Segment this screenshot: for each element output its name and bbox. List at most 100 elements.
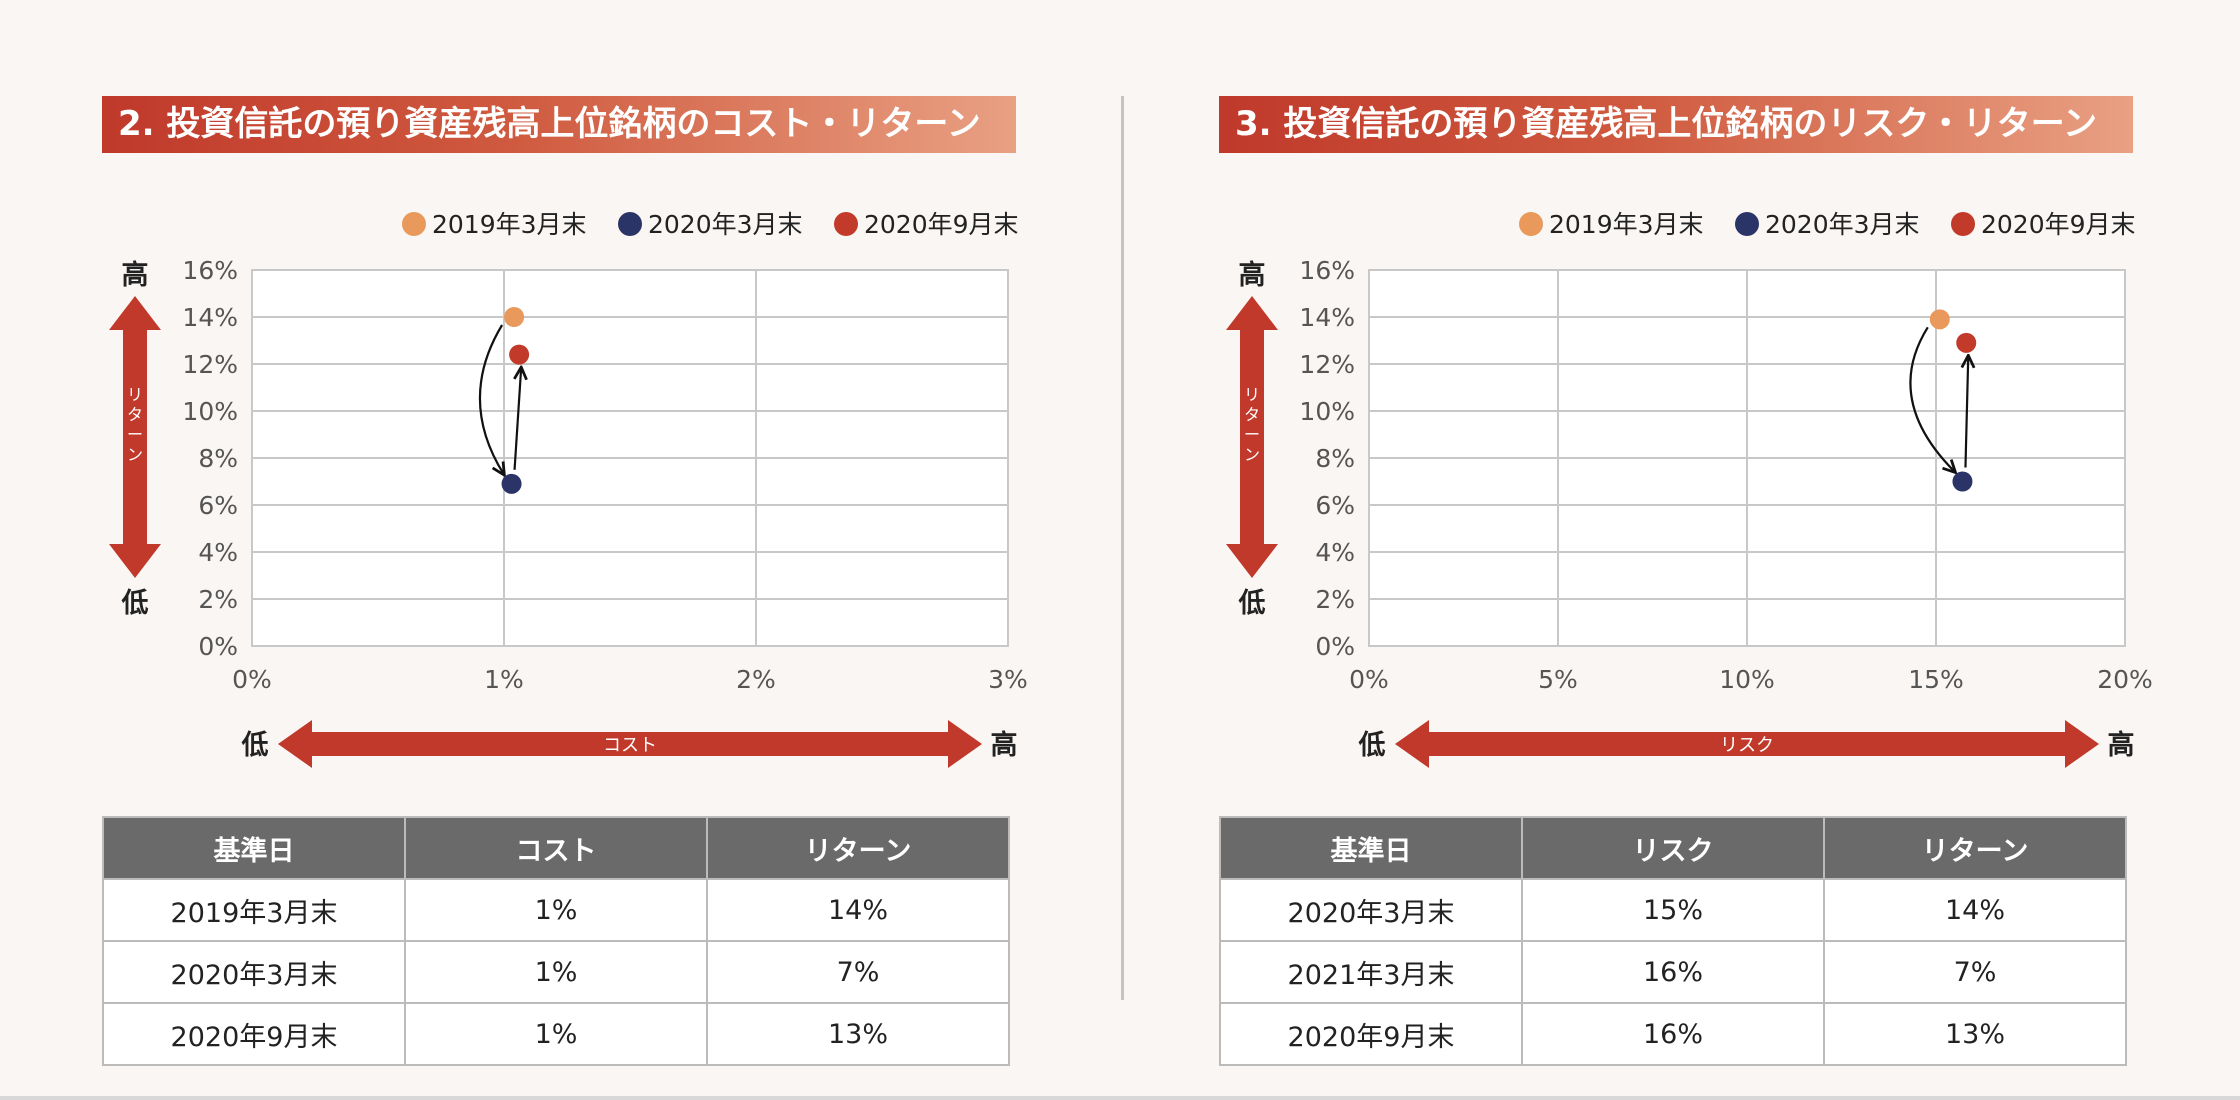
x-axis-high-label: 高	[2108, 729, 2135, 761]
legend-label: 2019年3月末	[432, 210, 587, 239]
table-cell: 7%	[1823, 940, 2127, 1004]
trend-arrow	[515, 369, 522, 470]
table-header-cell: 基準日	[1219, 816, 1523, 880]
trend-arrow	[478, 324, 504, 474]
table-cell: 2020年9月末	[102, 1002, 406, 1066]
legend-marker	[618, 212, 642, 236]
y-axis-low-label: 低	[121, 588, 149, 619]
x-axis-high-label: 高	[991, 729, 1018, 761]
table-row: 2021年3月末 16% 7%	[1219, 940, 2127, 1004]
legend-marker	[1519, 212, 1543, 236]
x-axis-arrow	[1395, 720, 2099, 768]
data-point	[1956, 332, 1977, 353]
y-tick-label: 12%	[1299, 350, 1355, 379]
risk-return-table: 基準日 リスク リターン 2020年3月末 15% 14% 2021年3月末 1…	[1219, 816, 2127, 1066]
table-cell: 1%	[404, 1002, 708, 1066]
table-header-row: 基準日 リスク リターン	[1219, 816, 2127, 880]
legend-marker	[834, 212, 858, 236]
data-point	[1952, 471, 1973, 492]
table-header-cell: リスク	[1521, 816, 1825, 880]
legend-label: 2020年9月末	[864, 210, 1019, 239]
x-tick-label: 0%	[232, 665, 272, 694]
cost-return-chart: 0% 2% 4% 6% 8% 10% 12% 14% 16% 0% 1% 2% 3% 2019年3月末 20…	[109, 210, 1028, 768]
x-tick-label: 20%	[2097, 665, 2153, 694]
y-tick-label: 14%	[1299, 303, 1355, 332]
table-cell: 2020年3月末	[102, 940, 406, 1004]
x-tick-label: 5%	[1538, 665, 1578, 694]
table-cell: 1%	[404, 878, 708, 942]
y-tick-label: 16%	[182, 256, 238, 285]
legend-label: 2019年3月末	[1549, 210, 1704, 239]
table-cell: 15%	[1521, 878, 1825, 942]
table-cell: 2021年3月末	[1219, 940, 1523, 1004]
section-title: 3. 投資信託の預り資産残高上位銘柄のリスク・リターン	[1219, 96, 2133, 153]
data-point	[509, 344, 530, 365]
bottom-rule	[0, 1096, 2240, 1100]
risk-return-chart: 0% 2% 4% 6% 8% 10% 12% 14% 16% 0% 5% 10% 15% 20% 2019年…	[1226, 210, 2153, 768]
x-tick-label: 0%	[1349, 665, 1389, 694]
return-axis-label-char: タ	[1244, 405, 1260, 424]
table-cell: 7%	[706, 940, 1010, 1004]
return-axis-label-char: ー	[127, 425, 143, 444]
data-point	[1929, 309, 1950, 330]
panel-divider	[1121, 96, 1124, 1000]
table-header-cell: コスト	[404, 816, 708, 880]
x-axis-arrow-label: コスト	[603, 735, 657, 756]
x-tick-label: 3%	[988, 665, 1028, 694]
x-axis-arrow	[278, 720, 982, 768]
y-tick-label: 8%	[1315, 444, 1355, 473]
table-cell: 14%	[1823, 878, 2127, 942]
x-tick-label: 15%	[1908, 665, 1964, 694]
table-header-cell: リターン	[1823, 816, 2127, 880]
return-axis-label-char: タ	[127, 405, 143, 424]
legend-label: 2020年9月末	[1981, 210, 2136, 239]
table-row: 2019年3月末 1% 14%	[102, 878, 1010, 942]
legend-label: 2020年3月末	[648, 210, 803, 239]
legend-label: 2020年3月末	[1765, 210, 1920, 239]
table-cell: 16%	[1521, 940, 1825, 1004]
risk-return-panel: 3. 投資信託の預り資産残高上位銘柄のリスク・リターン 0% 2% 4% 6% 8% 10…	[1117, 0, 2153, 1100]
x-tick-label: 2%	[736, 665, 776, 694]
legend-marker	[1951, 212, 1975, 236]
return-axis-arrow	[1226, 296, 1278, 578]
table-cell: 14%	[706, 878, 1010, 942]
table-cell: 1%	[404, 940, 708, 1004]
y-tick-label: 2%	[1315, 585, 1355, 614]
return-axis-label-char: ー	[1244, 425, 1260, 444]
y-tick-label: 2%	[198, 585, 238, 614]
y-tick-label: 6%	[1315, 491, 1355, 520]
table-row: 2020年3月末 15% 14%	[1219, 878, 2127, 942]
y-tick-label: 4%	[198, 538, 238, 567]
trend-arrow	[1965, 357, 1968, 468]
x-axis-arrow-label: リスク	[1720, 735, 1774, 756]
table-cell: 16%	[1521, 1002, 1825, 1066]
y-tick-label: 10%	[1299, 397, 1355, 426]
table-cell: 13%	[1823, 1002, 2127, 1066]
legend-marker	[402, 212, 426, 236]
legend-marker	[1735, 212, 1759, 236]
return-axis-label-char: リ	[127, 385, 143, 404]
trend-arrow	[1909, 326, 1954, 471]
y-tick-label: 8%	[198, 444, 238, 473]
table-cell: 2020年3月末	[1219, 878, 1523, 942]
y-tick-label: 6%	[198, 491, 238, 520]
y-axis-high-label: 高	[1239, 259, 1266, 291]
y-tick-label: 4%	[1315, 538, 1355, 567]
table-cell: 2019年3月末	[102, 878, 406, 942]
return-axis-label-char: ン	[127, 445, 143, 464]
table-header-cell: リターン	[706, 816, 1010, 880]
y-tick-label: 14%	[182, 303, 238, 332]
y-tick-label: 16%	[1299, 256, 1355, 285]
table-header-cell: 基準日	[102, 816, 406, 880]
cost-return-panel: 2. 投資信託の預り資産残高上位銘柄のコスト・リターン 0% 2% 4% 6% 8% 10…	[0, 0, 1028, 1100]
x-tick-label: 1%	[484, 665, 524, 694]
x-axis-low-label: 低	[1358, 730, 1386, 761]
cost-return-table: 基準日 コスト リターン 2019年3月末 1% 14% 2020年3月末 1%…	[102, 816, 1010, 1066]
y-axis-high-label: 高	[122, 259, 149, 291]
table-cell: 13%	[706, 1002, 1010, 1066]
y-tick-label: 0%	[1315, 632, 1355, 661]
table-row: 2020年9月末 1% 13%	[102, 1002, 1010, 1066]
return-axis-label-char: リ	[1244, 385, 1260, 404]
return-axis-label-char: ン	[1244, 445, 1260, 464]
table-row: 2020年9月末 16% 13%	[1219, 1002, 2127, 1066]
